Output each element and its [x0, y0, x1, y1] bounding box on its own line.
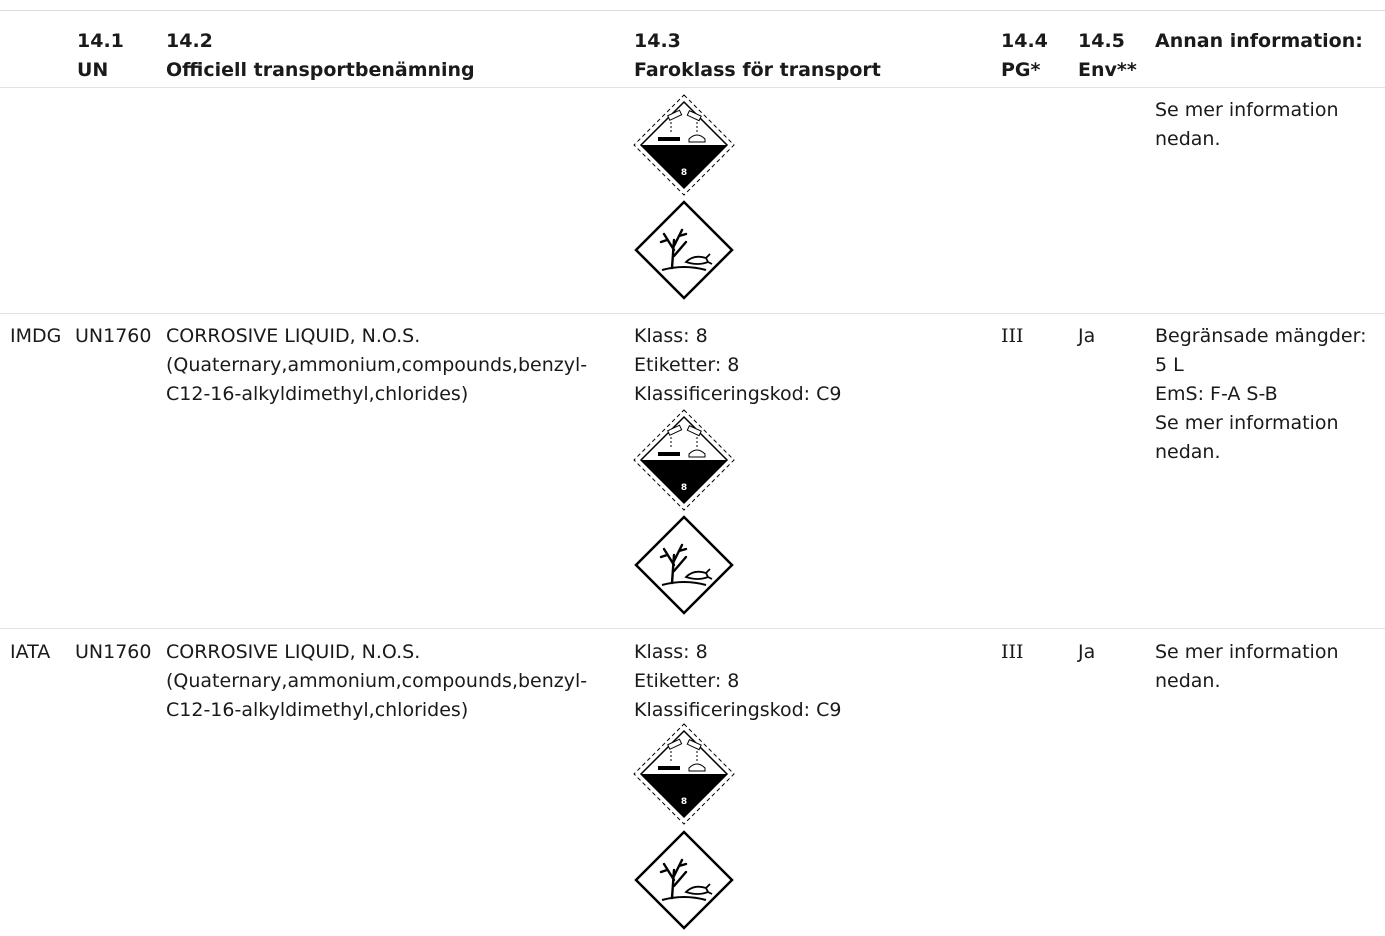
header-name-number: 14.2 [166, 30, 213, 52]
other-info-line: Se mer information [1155, 641, 1339, 663]
top-divider [0, 10, 1385, 11]
other-info-line: 5 L [1155, 354, 1184, 376]
header-other-label: Annan information: [1155, 30, 1363, 52]
packing-group: III [1001, 325, 1024, 347]
shipping-name: CORROSIVE LIQUID, N.O.S. (Quaternary,amm… [166, 638, 587, 725]
environment-pictogram [634, 200, 734, 300]
hazard-class-line: Klass: 8 [634, 325, 708, 347]
transport-mode: IMDG [10, 325, 62, 347]
shipping-name-line: (Quaternary,ammonium,compounds,benzyl- [166, 354, 588, 376]
other-info: Begränsade mängder: 5 L EmS: F-A S-B Se … [1155, 322, 1367, 467]
corrosive-class-number: 8 [681, 797, 687, 807]
other-info-line: nedan. [1155, 670, 1221, 692]
shipping-name-line: C12-16-alkyldimethyl,chlorides) [166, 383, 469, 405]
corrosive-pictogram: 8 [633, 723, 735, 825]
environment-pictogram [634, 830, 734, 930]
corrosive-class-number: 8 [681, 168, 687, 178]
hazard-class-line: Klassificeringskod: C9 [634, 699, 842, 721]
other-info: Se mer information nedan. [1155, 638, 1339, 696]
hazard-class: Klass: 8 Etiketter: 8 Klassificeringskod… [634, 322, 841, 409]
other-info-line: Begränsade mängder: [1155, 325, 1367, 347]
environment-pictogram [634, 515, 734, 615]
corrosive-pictogram: 8 [633, 409, 735, 511]
hazard-class-line: Klass: 8 [634, 641, 708, 663]
other-info: Se mer information nedan. [1155, 96, 1339, 154]
shipping-name-line: CORROSIVE LIQUID, N.O.S. [166, 325, 421, 347]
un-number: UN1760 [75, 641, 152, 663]
shipping-name-line: (Quaternary,ammonium,compounds,benzyl- [166, 670, 588, 692]
row-divider [0, 87, 1385, 88]
hazard-class-line: Etiketter: 8 [634, 670, 740, 692]
other-info-line: EmS: F-A S-B [1155, 383, 1278, 405]
header-pg: 14.4 PG* [1001, 27, 1048, 85]
transport-mode: IATA [10, 641, 51, 663]
header-un: 14.1 UN [77, 27, 124, 85]
environmental-hazard: Ja [1078, 641, 1096, 663]
header-env: 14.5 Env** [1078, 27, 1137, 85]
header-un-label: UN [77, 59, 109, 81]
hazard-class-line: Klassificeringskod: C9 [634, 383, 842, 405]
header-name-label: Officiell transportbenämning [166, 59, 475, 81]
header-class-number: 14.3 [634, 30, 681, 52]
header-class: 14.3 Faroklass för transport [634, 27, 881, 85]
other-info-line: Se mer information [1155, 412, 1339, 434]
header-pg-label: PG* [1001, 59, 1041, 81]
other-info-line: Se mer information [1155, 99, 1339, 121]
header-env-number: 14.5 [1078, 30, 1125, 52]
header-env-label: Env** [1078, 59, 1137, 81]
row-divider [0, 313, 1385, 314]
other-info-line: nedan. [1155, 441, 1221, 463]
shipping-name-line: C12-16-alkyldimethyl,chlorides) [166, 699, 469, 721]
hazard-class-line: Etiketter: 8 [634, 354, 740, 376]
header-class-label: Faroklass för transport [634, 59, 881, 81]
other-info-line: nedan. [1155, 128, 1221, 150]
header-other: Annan information: [1155, 27, 1363, 56]
packing-group: III [1001, 641, 1024, 663]
un-number: UN1760 [75, 325, 152, 347]
environmental-hazard: Ja [1078, 325, 1096, 347]
shipping-name-line: CORROSIVE LIQUID, N.O.S. [166, 641, 421, 663]
header-pg-number: 14.4 [1001, 30, 1048, 52]
header-name: 14.2 Officiell transportbenämning [166, 27, 475, 85]
hazard-class: Klass: 8 Etiketter: 8 Klassificeringskod… [634, 638, 841, 725]
corrosive-pictogram: 8 [633, 94, 735, 196]
corrosive-class-number: 8 [681, 483, 687, 493]
row-divider [0, 628, 1385, 629]
header-un-number: 14.1 [77, 30, 124, 52]
shipping-name: CORROSIVE LIQUID, N.O.S. (Quaternary,amm… [166, 322, 587, 409]
